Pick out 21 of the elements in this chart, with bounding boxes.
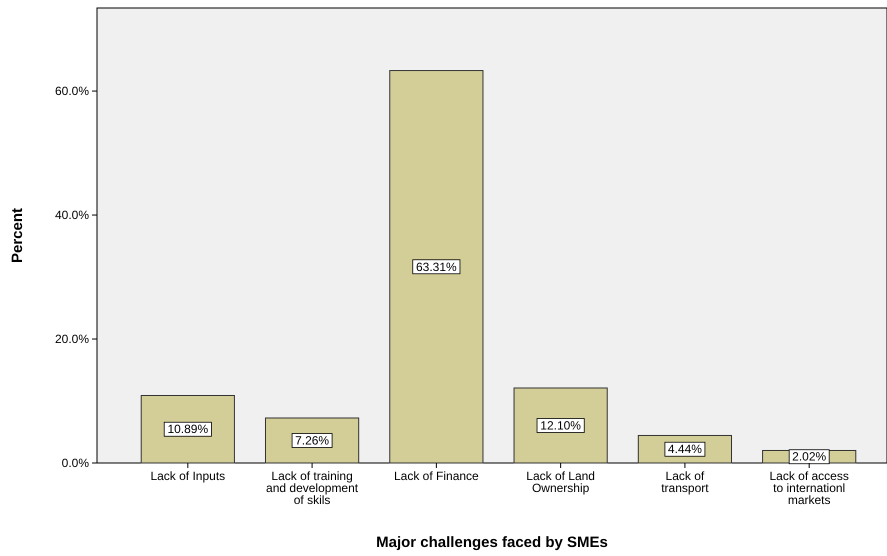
data-label: 7.26%	[295, 434, 330, 448]
y-tick-label: 0.0%	[62, 456, 90, 470]
y-tick-label: 20.0%	[54, 332, 90, 346]
x-tick-label: Lack of training and development of skils	[266, 469, 359, 507]
x-tick-label: Lack of Finance	[394, 469, 480, 483]
bar	[514, 387, 608, 464]
x-tick-label: Lack of transport	[661, 469, 710, 495]
bar	[140, 394, 235, 464]
data-label: 63.31%	[416, 260, 458, 274]
y-tick-label: 60.0%	[54, 84, 90, 98]
y-axis-title: Percent	[9, 208, 26, 264]
bar	[389, 70, 484, 464]
data-label: 12.10%	[540, 418, 582, 432]
data-label: 4.44%	[668, 442, 702, 456]
data-label: 10.89%	[167, 422, 208, 436]
x-tick-label: Lack of Land Ownership	[526, 469, 595, 495]
x-tick-label: Lack of access to internationl markets	[769, 469, 849, 507]
x-tick-label: Lack of Inputs	[150, 469, 226, 483]
y-tick-label: 40.0%	[54, 208, 90, 222]
data-label: 2.02%	[792, 450, 827, 464]
x-axis-title: Major challenges faced by SMEs	[376, 534, 608, 551]
